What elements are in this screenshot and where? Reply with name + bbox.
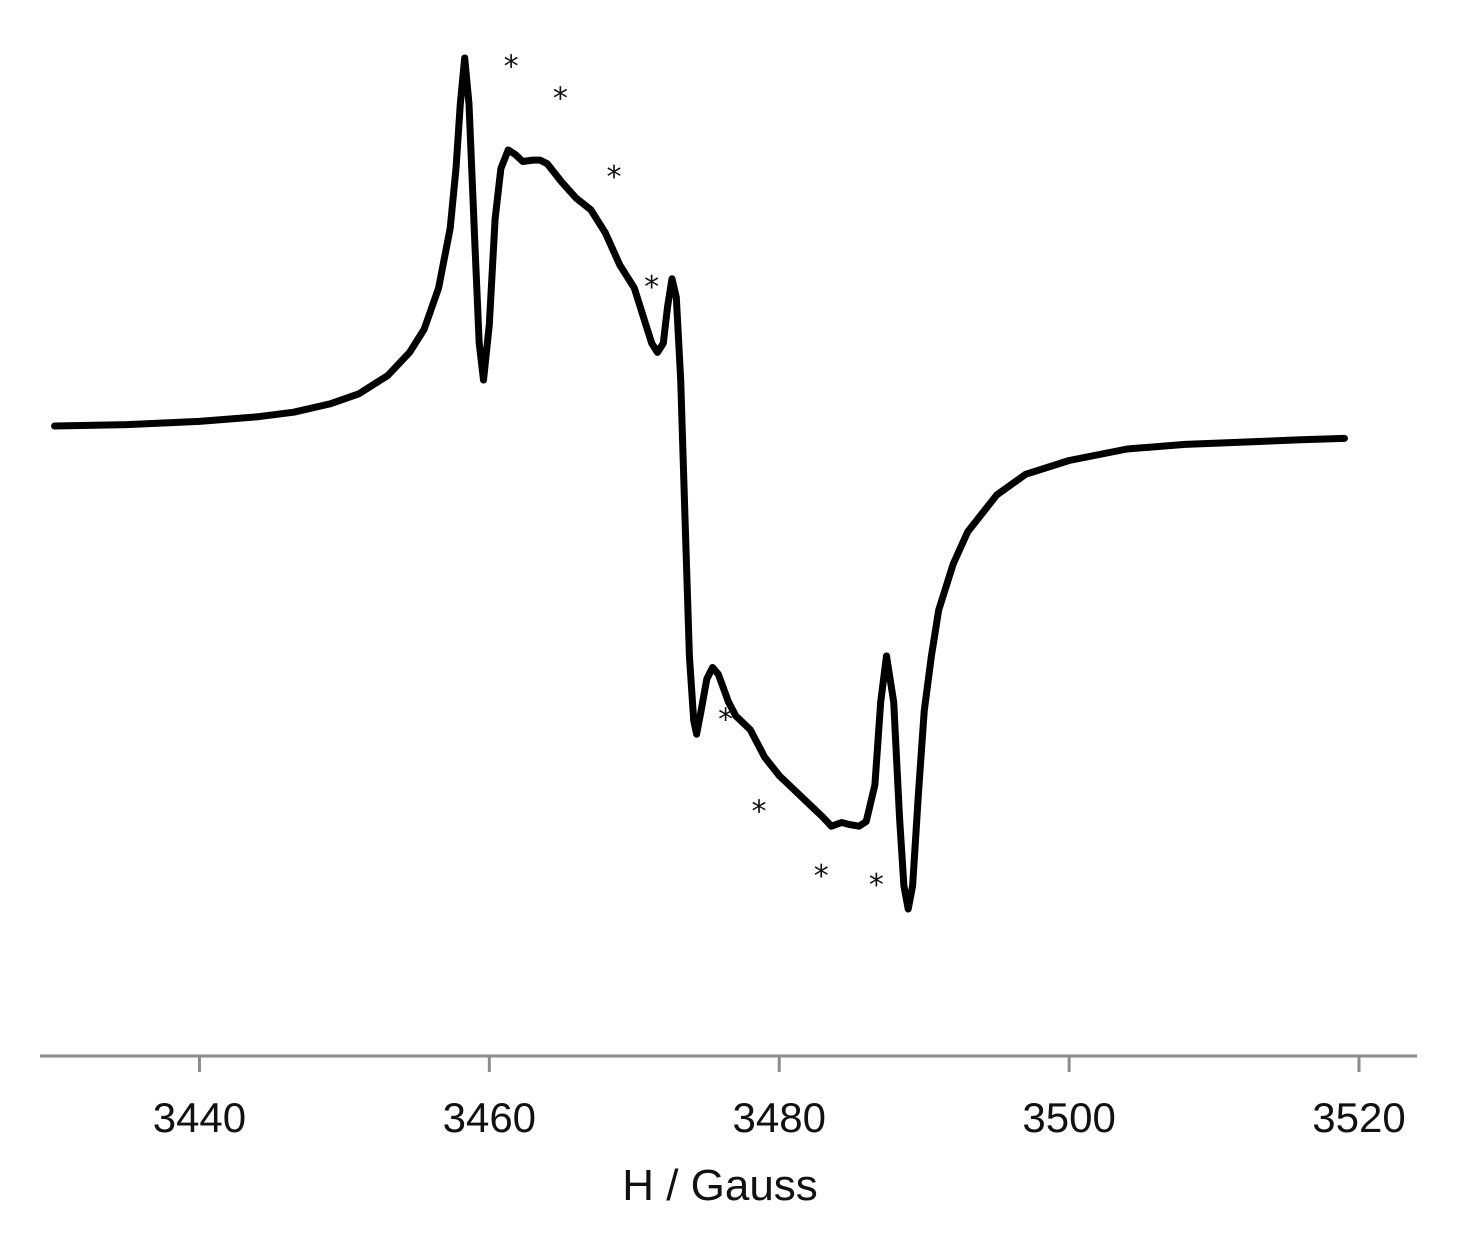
peak-marker-asterisk: * xyxy=(869,868,884,903)
x-axis-ticks: 3440 3460 3480 3500 3520 xyxy=(153,1056,1406,1141)
peak-marker-asterisk: * xyxy=(814,859,829,894)
plot-area: * * * * * * * * xyxy=(51,49,1348,913)
x-tick-label: 3520 xyxy=(1312,1094,1405,1141)
x-tick-label: 3440 xyxy=(153,1094,246,1141)
x-axis-title: H / Gauss xyxy=(622,1161,818,1210)
peak-marker-asterisk: * xyxy=(553,82,568,117)
peak-marker-asterisk: * xyxy=(606,160,621,195)
peak-marker-asterisk: * xyxy=(718,703,733,738)
x-tick-label: 3480 xyxy=(733,1094,826,1141)
peak-marker-asterisk: * xyxy=(751,795,766,830)
x-tick-label: 3500 xyxy=(1022,1094,1115,1141)
peak-marker-asterisk: * xyxy=(644,270,659,305)
spectrum-line xyxy=(51,54,1348,913)
x-tick-label: 3460 xyxy=(443,1094,536,1141)
peak-marker-asterisk: * xyxy=(504,49,519,84)
